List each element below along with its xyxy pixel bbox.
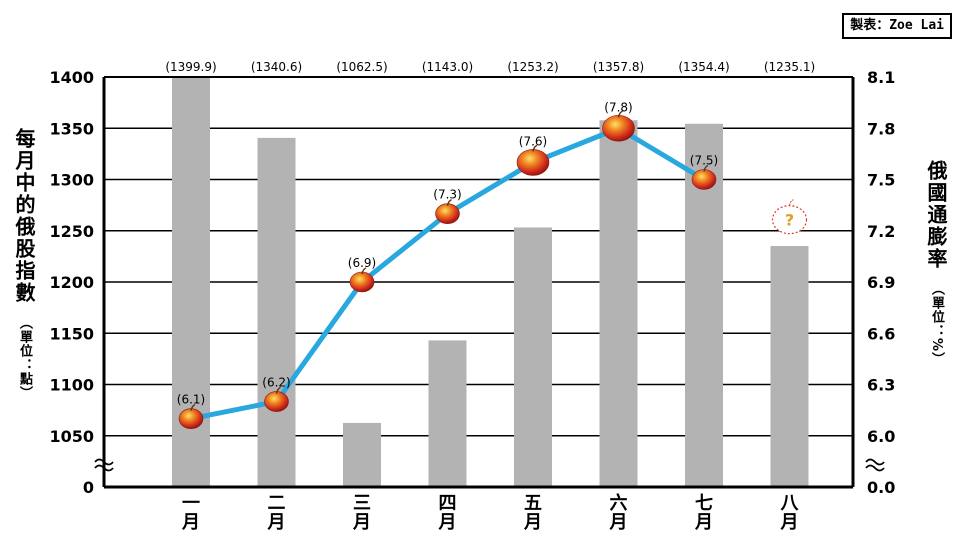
right-tick-label: 6.9 [867,273,895,292]
left-tick-label: 1100 [49,376,94,395]
line-value-label: (6.1) [177,393,205,407]
left-axis-break [94,458,114,466]
right-axis-break [865,464,885,472]
apple-body [349,271,375,293]
right-tick-label: 6.0 [867,427,895,446]
right-tick-label: 8.1 [867,68,895,87]
x-tick-label: 七 [695,493,713,514]
x-tick-label: 六 [610,492,628,514]
bar-value-label: (1399.9) [165,60,216,74]
unknown-apple-marker: ? [771,199,808,235]
apple-body [264,391,289,412]
x-tick-label: 月 [352,512,371,533]
line-value-label: (7.3) [433,188,461,202]
grid-lines [104,76,853,437]
x-tick-label: 月 [267,512,286,533]
credit-label: 製表： [850,18,890,33]
line-value-label: (7.8) [604,100,632,114]
apple-body [178,408,204,429]
bar [428,340,467,487]
left-axis-title: 每月中的俄股指數 （單位：點） [10,128,39,400]
right-axis-break [865,458,885,466]
apple-marker [435,199,460,224]
apple-marker [264,386,289,412]
apple-marker [349,267,375,293]
apple-marker [602,110,635,142]
apple-body [691,169,717,190]
apple-marker [691,164,717,190]
right-tick-label: 7.8 [867,119,895,138]
right-axis-title: 俄國通膨率 （單位：%） [922,160,951,366]
left-tick-label: 1350 [49,119,94,138]
right-tick-label: 6.6 [867,324,895,343]
axes: 1400 1350 1300 1250 1200 1150 1100 1050 0 8.1 7.8 7… [49,68,895,533]
line-value-label: (7.5) [690,154,718,168]
apple-stem [446,199,452,206]
bar-value-label: (1253.2) [507,60,558,74]
x-tick-label: 月 [609,512,628,533]
bar-value-label: (1354.4) [678,60,729,74]
apple-body [602,114,635,142]
right-axis-title-main: 俄國通膨率 [924,160,948,270]
x-tick-label: 月 [181,512,200,533]
left-axis-break [94,464,114,472]
bar-value-label: (1062.5) [336,60,387,74]
apple-body [435,203,460,224]
line-markers: ? [178,110,808,429]
x-tick-label: 三 [353,493,371,514]
x-tick-label: 八 [781,493,800,514]
bar [770,246,809,487]
right-tick-label: 7.5 [867,171,895,190]
x-tick-label: 月 [694,512,713,533]
apple-stem [361,267,367,275]
apple-marker [516,144,550,176]
bar-value-label: (1340.6) [251,60,302,74]
left-tick-label: 1150 [49,324,94,343]
right-tick-label: 7.2 [867,222,895,241]
x-tick-label: 月 [523,512,542,533]
x-tick-label: 一 [182,493,200,514]
unknown-apple-stem [789,199,794,206]
left-axis-title-unit: （單位：點） [17,315,32,400]
bar [599,120,638,487]
bar [514,227,552,487]
credit-name: Zoe Lai [889,18,944,33]
bar [257,137,296,487]
left-tick-label: 1050 [49,427,94,446]
x-tick-label: 二 [268,493,286,514]
credit-box: 製表：Zoe Lai [842,13,952,39]
line-value-label: (6.9) [348,256,376,270]
x-tick-label: 五 [524,493,542,514]
apple-stem [703,164,709,172]
plot-frame [102,76,855,489]
x-tick-label: 月 [780,512,799,533]
bar-series [172,77,809,488]
apple-stem [532,144,538,152]
bar-value-label: (1143.0) [422,60,473,74]
right-tick-label: 6.3 [867,376,895,395]
bar [343,422,381,487]
bar-value-label: (1235.1) [764,60,815,74]
x-tick-label: 月 [438,512,457,533]
line-value-label: (7.6) [519,134,547,148]
apple-stem [275,386,281,394]
apple-marker [178,404,204,429]
apple-stem [617,110,623,118]
line-value-label: (6.2) [262,376,290,390]
left-axis-title-main: 每月中的俄股指數 [12,128,36,304]
apple-stem [190,404,196,411]
unknown-marker-label: ? [785,211,794,230]
bar-value-label: (1357.8) [593,60,644,74]
left-tick-label: 1400 [49,68,94,87]
left-tick-label: 0 [83,478,94,497]
left-tick-label: 1300 [49,171,94,190]
x-tick-label: 四 [439,493,457,514]
left-tick-label: 1250 [49,222,94,241]
right-axis-title-unit: （單位：%） [929,281,944,366]
apple-body [516,149,550,176]
right-tick-label: 0.0 [867,478,895,497]
data-labels: (6.1) (6.2) (6.9) (7.3) (7.6) (7.8) (7.5) (1399… [165,60,815,407]
left-tick-label: 1200 [49,273,94,292]
